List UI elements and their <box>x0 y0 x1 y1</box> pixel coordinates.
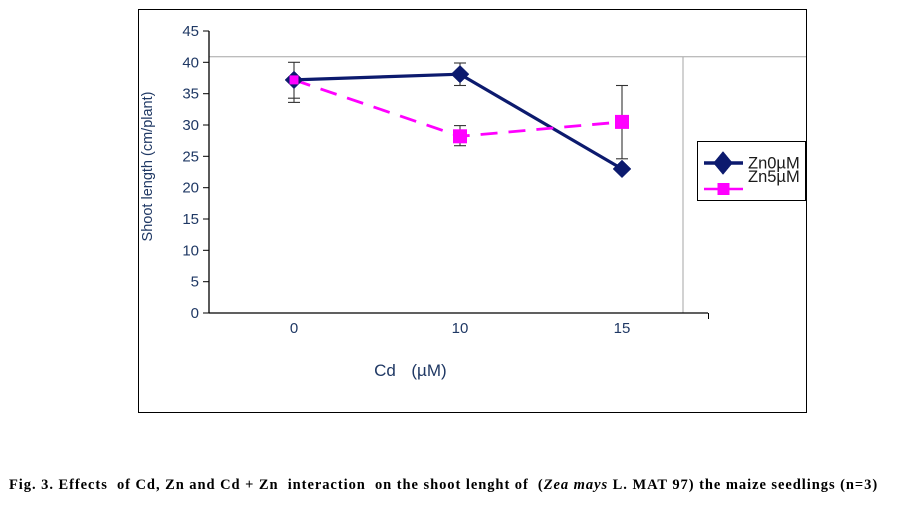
svg-text:5: 5 <box>191 274 199 291</box>
svg-text:45: 45 <box>182 23 199 40</box>
svg-text:20: 20 <box>182 180 199 197</box>
svg-text:(µM): (µM) <box>411 361 446 380</box>
svg-text:Shoot length (cm/plant): Shoot length (cm/plant) <box>140 92 156 242</box>
svg-text:35: 35 <box>182 86 199 103</box>
svg-text:15: 15 <box>614 320 631 337</box>
svg-text:Zn5µM: Zn5µM <box>748 168 800 186</box>
svg-text:30: 30 <box>182 117 199 134</box>
svg-text:10: 10 <box>182 242 199 259</box>
svg-text:Cd: Cd <box>374 361 396 380</box>
svg-text:0: 0 <box>191 305 199 322</box>
svg-text:25: 25 <box>182 148 199 165</box>
svg-text:0: 0 <box>290 320 298 337</box>
svg-text:10: 10 <box>452 320 469 337</box>
svg-text:15: 15 <box>182 211 199 228</box>
svg-text:40: 40 <box>182 54 199 71</box>
